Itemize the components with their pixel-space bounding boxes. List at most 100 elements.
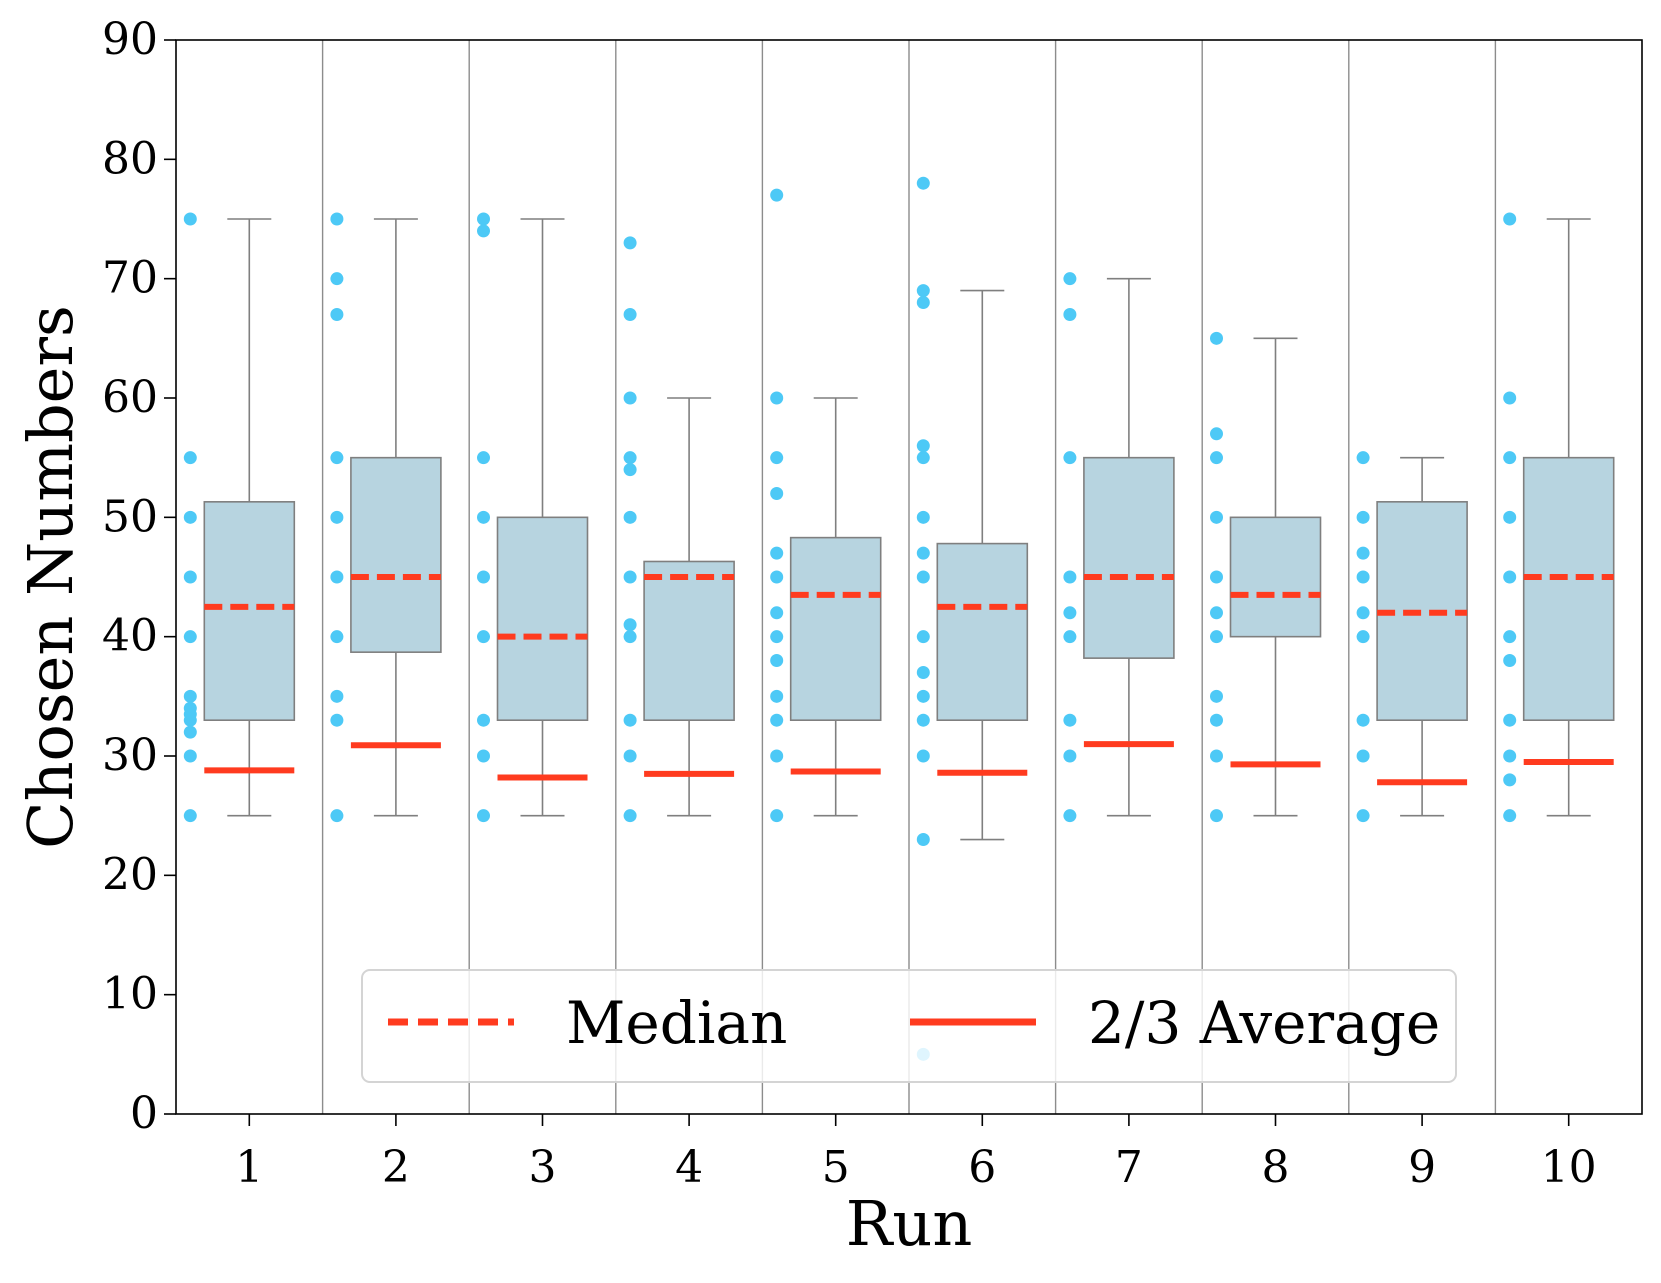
data-point	[1356, 809, 1370, 823]
y-tick-label: 20	[102, 849, 158, 900]
separator-layer	[321, 40, 1497, 1114]
x-tick-label: 8	[1262, 1142, 1290, 1193]
data-point	[916, 665, 930, 679]
data-point	[1503, 713, 1517, 727]
data-point	[770, 391, 784, 405]
data-point	[330, 689, 344, 703]
data-point	[1503, 570, 1517, 584]
data-point	[623, 809, 637, 823]
x-tick-label: 9	[1408, 1142, 1436, 1193]
data-point	[623, 749, 637, 763]
y-axis-title: Chosen Numbers	[14, 305, 87, 849]
iqr-box	[1083, 456, 1175, 659]
data-point	[330, 809, 344, 823]
data-point	[770, 451, 784, 465]
data-point	[916, 451, 930, 465]
data-point	[770, 713, 784, 727]
x-tick-label: 6	[968, 1142, 996, 1193]
iqr-box	[789, 536, 882, 721]
axes-layer: 0 10 20 30 40 50 60 70 80 90 1 2 3 4 5 6 7 8 9 10	[102, 14, 1597, 1193]
data-point	[1063, 606, 1077, 620]
data-point	[916, 546, 930, 560]
data-point	[1356, 451, 1370, 465]
data-point	[183, 630, 197, 644]
data-point	[916, 439, 930, 453]
y-tick-label: 30	[102, 730, 158, 781]
data-point	[916, 833, 930, 847]
y-tick-label: 0	[130, 1088, 158, 1139]
data-point	[770, 188, 784, 202]
data-point	[330, 451, 344, 465]
y-tick-label: 40	[102, 611, 158, 662]
data-point	[183, 570, 197, 584]
data-point	[770, 570, 784, 584]
data-point	[623, 451, 637, 465]
data-point	[1503, 773, 1517, 787]
data-point	[330, 713, 344, 727]
data-point	[330, 630, 344, 644]
data-point	[1503, 451, 1517, 465]
y-tick-label: 10	[102, 969, 158, 1020]
x-tick-label: 3	[529, 1142, 557, 1193]
data-point	[623, 510, 637, 524]
data-point	[477, 809, 490, 823]
data-point	[1063, 570, 1077, 584]
data-point	[623, 618, 637, 632]
data-point	[770, 654, 784, 668]
data-point	[1356, 749, 1370, 763]
data-point	[1503, 654, 1517, 668]
x-axis-title: Run	[846, 1187, 973, 1260]
data-point	[1210, 606, 1223, 620]
data-point	[1063, 630, 1077, 644]
data-point	[623, 630, 637, 644]
data-point	[1063, 713, 1077, 727]
x-tick-label: 4	[675, 1142, 703, 1193]
data-point	[1210, 749, 1223, 763]
data-point	[770, 546, 784, 560]
data-point	[1210, 570, 1223, 584]
data-point	[623, 463, 637, 477]
data-point	[1356, 546, 1370, 560]
iqr-box	[350, 456, 442, 653]
data-point	[477, 451, 490, 465]
y-tick-label: 90	[102, 14, 158, 65]
data-point	[1210, 331, 1223, 345]
data-point	[770, 689, 784, 703]
data-point	[1063, 272, 1077, 286]
data-point	[1503, 510, 1517, 524]
data-point	[623, 391, 637, 405]
data-point	[1063, 809, 1077, 823]
iqr-box	[643, 560, 735, 722]
data-point	[477, 510, 490, 524]
data-point	[183, 212, 197, 226]
data-point	[770, 630, 784, 644]
data-point	[1356, 630, 1370, 644]
data-point	[916, 630, 930, 644]
iqr-box	[496, 516, 589, 721]
x-tick-label: 5	[822, 1142, 850, 1193]
x-tick-label: 1	[235, 1142, 263, 1193]
data-point	[1356, 570, 1370, 584]
plot-frame	[175, 39, 1643, 1115]
data-point	[1210, 809, 1223, 823]
data-point	[770, 749, 784, 763]
data-point	[916, 176, 930, 190]
data-point	[477, 224, 490, 238]
data-point	[916, 296, 930, 310]
data-point	[183, 713, 197, 727]
data-point	[1356, 606, 1370, 620]
data-point	[623, 307, 637, 321]
data-point	[1503, 749, 1517, 763]
data-point	[916, 510, 930, 524]
data-point	[916, 689, 930, 703]
data-point	[1503, 391, 1517, 405]
data-point	[477, 630, 490, 644]
y-tick-label: 60	[102, 372, 158, 423]
data-point	[916, 284, 930, 298]
data-point	[330, 307, 344, 321]
data-point	[770, 809, 784, 823]
data-point	[1063, 451, 1077, 465]
data-point	[183, 689, 197, 703]
